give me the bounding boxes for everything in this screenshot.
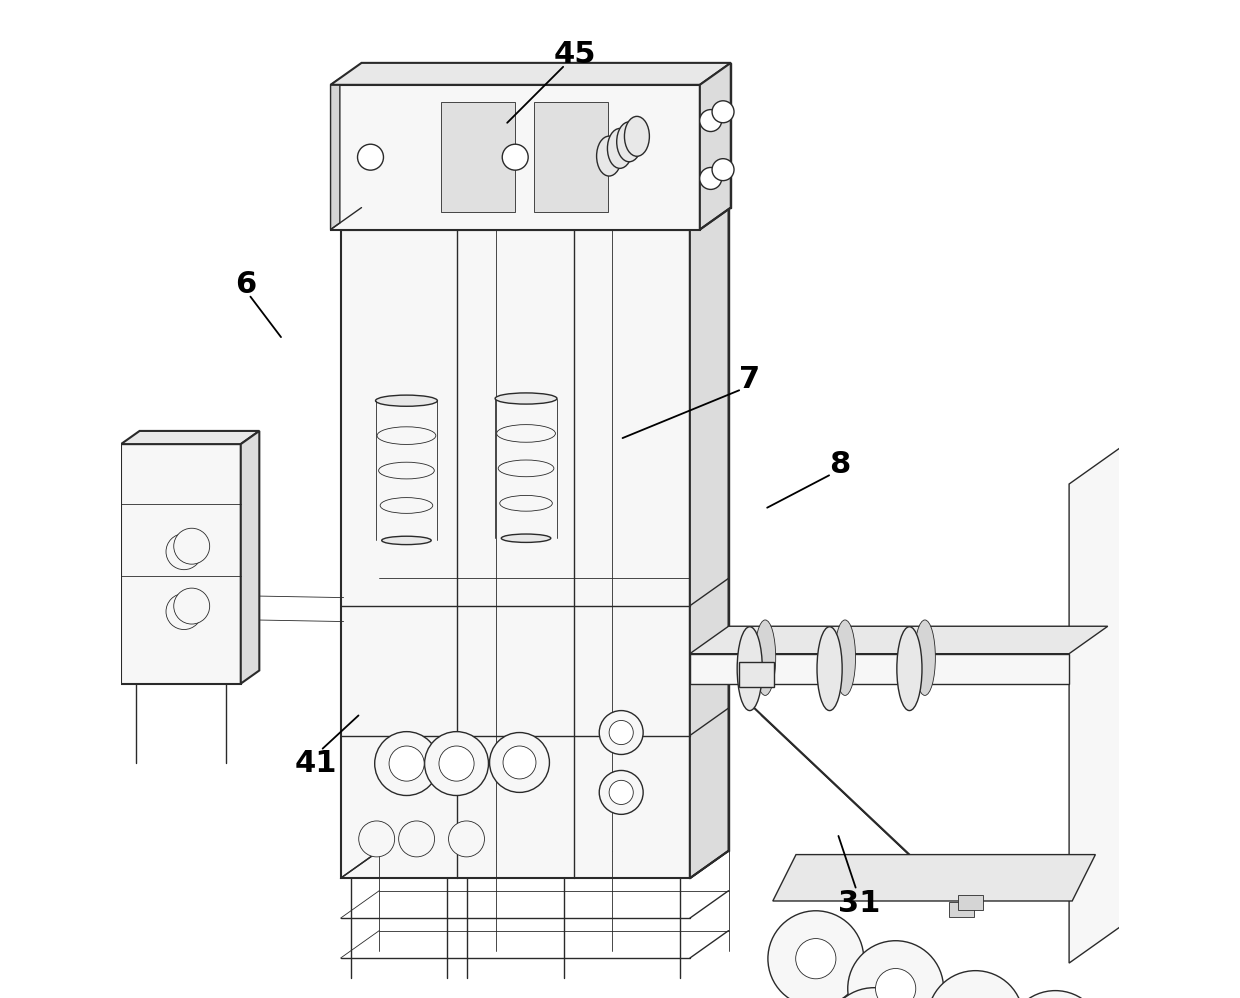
Ellipse shape [835,620,856,696]
Ellipse shape [378,462,434,479]
Circle shape [699,110,722,132]
Circle shape [875,968,916,998]
Ellipse shape [382,536,432,545]
Circle shape [82,607,105,631]
Ellipse shape [596,136,621,176]
Circle shape [82,547,105,571]
Circle shape [449,821,485,857]
Circle shape [599,770,644,814]
Circle shape [609,721,634,745]
Bar [739,662,774,687]
Polygon shape [533,102,608,213]
Polygon shape [773,854,1095,901]
Polygon shape [689,654,1069,684]
Circle shape [51,677,74,701]
Circle shape [82,655,105,679]
Circle shape [166,534,202,570]
Text: 8: 8 [828,449,851,479]
Circle shape [69,535,118,583]
Circle shape [357,144,383,171]
Ellipse shape [497,424,556,442]
Ellipse shape [381,498,433,513]
Ellipse shape [616,122,641,162]
Circle shape [712,159,734,181]
Text: 6: 6 [236,269,257,299]
Polygon shape [699,63,730,230]
Circle shape [439,747,474,781]
Circle shape [502,144,528,171]
Circle shape [69,595,118,643]
Polygon shape [341,203,729,230]
Ellipse shape [500,495,552,511]
Circle shape [69,643,118,691]
Text: 31: 31 [838,888,880,918]
Ellipse shape [376,395,438,406]
Polygon shape [331,85,699,230]
Circle shape [1007,991,1104,998]
Polygon shape [362,63,730,208]
Text: 7: 7 [739,364,760,394]
Circle shape [51,629,74,653]
Circle shape [82,595,105,619]
Circle shape [826,988,921,998]
Circle shape [599,711,644,754]
Circle shape [38,557,87,605]
Circle shape [490,733,549,792]
Circle shape [389,747,424,781]
Ellipse shape [914,620,935,696]
Ellipse shape [755,620,776,696]
Circle shape [69,583,118,631]
Bar [949,901,973,916]
Polygon shape [122,431,259,444]
Circle shape [609,780,634,804]
Circle shape [51,569,74,593]
Ellipse shape [608,129,632,169]
Circle shape [38,665,87,713]
Polygon shape [689,657,1107,684]
Ellipse shape [897,627,923,711]
Ellipse shape [501,534,551,543]
Polygon shape [1069,440,1131,963]
Text: 45: 45 [554,40,596,70]
Ellipse shape [817,627,842,711]
Ellipse shape [737,627,763,711]
Circle shape [848,941,944,998]
Ellipse shape [495,393,557,404]
Circle shape [166,594,202,630]
Polygon shape [331,78,340,230]
Circle shape [374,732,439,795]
Circle shape [398,821,434,857]
Polygon shape [379,203,729,850]
Polygon shape [341,850,729,878]
Circle shape [699,168,722,190]
Circle shape [174,588,210,624]
Circle shape [424,732,489,795]
Polygon shape [241,431,259,684]
Text: 41: 41 [294,748,337,778]
Circle shape [38,605,87,653]
Circle shape [51,617,74,641]
Polygon shape [122,444,241,684]
Circle shape [38,617,87,665]
Polygon shape [441,102,515,213]
Polygon shape [341,230,689,878]
Circle shape [503,747,536,778]
Polygon shape [689,627,1107,654]
Circle shape [358,821,394,857]
Ellipse shape [377,427,435,444]
Circle shape [712,101,734,123]
Polygon shape [331,63,730,85]
Bar [959,895,983,910]
Ellipse shape [498,460,554,477]
Ellipse shape [625,117,650,157]
Polygon shape [689,203,729,878]
Circle shape [768,911,864,998]
Circle shape [928,971,1023,998]
Circle shape [174,528,210,564]
Circle shape [796,938,836,979]
